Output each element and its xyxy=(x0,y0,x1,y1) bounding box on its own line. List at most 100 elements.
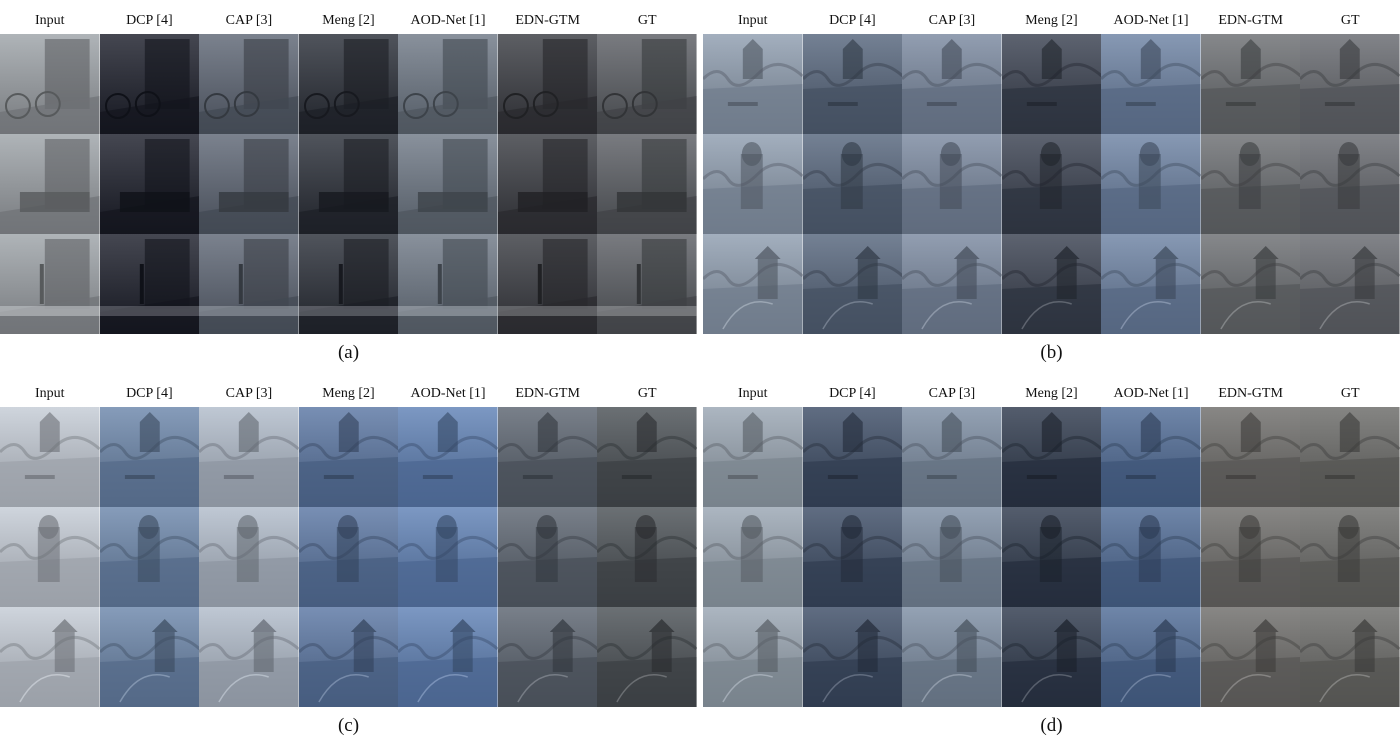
result-image xyxy=(802,507,903,607)
result-image xyxy=(398,607,498,707)
result-image xyxy=(597,407,697,507)
column-headers: Input DCP [4] CAP [3] Meng [2] AOD-Net [1] ED… xyxy=(0,11,697,31)
column-header: GT xyxy=(1340,386,1360,401)
column-header: AOD-Net [1] xyxy=(1113,386,1189,401)
result-image xyxy=(1200,407,1301,507)
result-image xyxy=(1200,507,1301,607)
result-image xyxy=(497,507,598,607)
column-header: CAP [3] xyxy=(928,386,976,401)
panel-d: Input DCP [4] CAP [3] Meng [2] AOD-Net [1] ED… xyxy=(703,373,1400,739)
column-header: GT xyxy=(1340,13,1360,28)
result-image xyxy=(703,234,803,334)
result-image xyxy=(1200,34,1301,134)
column-header: DCP [4] xyxy=(829,386,876,401)
result-image xyxy=(497,234,598,334)
result-image xyxy=(99,407,200,507)
result-image xyxy=(902,507,1002,607)
result-image xyxy=(1001,607,1102,707)
result-image xyxy=(703,607,803,707)
result-image xyxy=(99,607,200,707)
result-image xyxy=(597,134,697,234)
result-image xyxy=(0,507,100,607)
result-image xyxy=(199,407,299,507)
result-image xyxy=(298,234,399,334)
result-image xyxy=(1001,134,1102,234)
result-image xyxy=(199,134,299,234)
result-image xyxy=(597,507,697,607)
result-image xyxy=(703,34,803,134)
column-header: EDN-GTM xyxy=(1218,13,1283,28)
result-image xyxy=(902,407,1002,507)
result-image xyxy=(802,607,903,707)
column-header: DCP [4] xyxy=(829,13,876,28)
result-image xyxy=(497,134,598,234)
result-image xyxy=(298,507,399,607)
result-image xyxy=(1001,407,1102,507)
column-header: Meng [2] xyxy=(1025,386,1078,401)
column-header: Input xyxy=(738,13,768,28)
result-image xyxy=(703,407,803,507)
column-header: CAP [3] xyxy=(225,386,273,401)
result-image xyxy=(0,134,100,234)
result-image xyxy=(497,34,598,134)
image-grid xyxy=(0,34,697,334)
result-image xyxy=(1200,134,1301,234)
result-image xyxy=(298,407,399,507)
panel-b: Input DCP [4] CAP [3] Meng [2] AOD-Net [1] ED… xyxy=(703,0,1400,366)
column-header: Input xyxy=(35,13,65,28)
result-image xyxy=(902,34,1002,134)
result-image xyxy=(99,34,200,134)
result-image xyxy=(802,34,903,134)
column-headers: Input DCP [4] CAP [3] Meng [2] AOD-Net [1] ED… xyxy=(0,384,697,404)
result-image xyxy=(1101,407,1201,507)
column-headers: Input DCP [4] CAP [3] Meng [2] AOD-Net [1] ED… xyxy=(703,11,1400,31)
result-image xyxy=(802,134,903,234)
column-header: Meng [2] xyxy=(322,386,375,401)
panel-caption: (c) xyxy=(337,715,360,736)
result-image xyxy=(199,507,299,607)
column-header: DCP [4] xyxy=(126,386,173,401)
result-image xyxy=(597,234,697,334)
column-header: GT xyxy=(637,13,657,28)
result-image xyxy=(99,507,200,607)
column-header: CAP [3] xyxy=(225,13,273,28)
result-image xyxy=(802,407,903,507)
image-grid xyxy=(0,407,697,707)
result-image xyxy=(497,407,598,507)
result-image xyxy=(199,607,299,707)
column-headers: Input DCP [4] CAP [3] Meng [2] AOD-Net [1] ED… xyxy=(703,384,1400,404)
result-image xyxy=(398,234,498,334)
panel-c: Input DCP [4] CAP [3] Meng [2] AOD-Net [1] ED… xyxy=(0,373,697,739)
result-image xyxy=(1300,34,1400,134)
result-image xyxy=(1101,34,1201,134)
result-image xyxy=(1300,134,1400,234)
result-image xyxy=(199,234,299,334)
result-image xyxy=(298,34,399,134)
result-image xyxy=(1001,507,1102,607)
result-image xyxy=(597,34,697,134)
result-image xyxy=(99,134,200,234)
image-grid xyxy=(703,34,1400,334)
result-image xyxy=(0,34,100,134)
result-image xyxy=(1300,607,1400,707)
result-image xyxy=(99,234,200,334)
result-image xyxy=(1300,407,1400,507)
result-image xyxy=(1101,134,1201,234)
column-header: AOD-Net [1] xyxy=(1113,13,1189,28)
result-image xyxy=(199,34,299,134)
image-grid xyxy=(703,407,1400,707)
result-image xyxy=(398,34,498,134)
result-image xyxy=(0,234,100,334)
result-image xyxy=(298,134,399,234)
column-header: Meng [2] xyxy=(322,13,375,28)
column-header: AOD-Net [1] xyxy=(410,386,486,401)
result-image xyxy=(1101,607,1201,707)
result-image xyxy=(703,507,803,607)
column-header: EDN-GTM xyxy=(1218,386,1283,401)
result-image xyxy=(497,607,598,707)
result-image xyxy=(398,134,498,234)
result-image xyxy=(1101,234,1201,334)
result-image xyxy=(902,234,1002,334)
column-header: CAP [3] xyxy=(928,13,976,28)
column-header: Meng [2] xyxy=(1025,13,1078,28)
